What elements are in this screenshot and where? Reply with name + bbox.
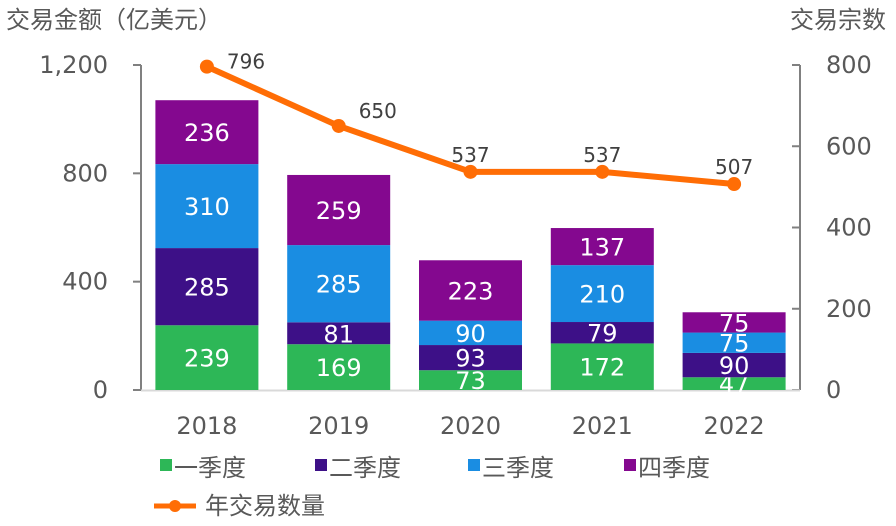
legend-label: 二季度: [329, 454, 401, 482]
bar-value-label: 210: [579, 281, 625, 309]
legend-label: 三季度: [482, 454, 554, 482]
line-value-label: 650: [359, 99, 397, 123]
bar-value-label: 75: [719, 330, 750, 358]
legend-swatch: [624, 459, 636, 471]
x-tick-label: 2019: [308, 412, 369, 440]
bar-segment: [550, 228, 654, 266]
bar-segment: [155, 164, 259, 249]
bar-segment: [550, 265, 654, 323]
y-tick-label: 400: [62, 268, 108, 296]
bar-value-label: 137: [579, 234, 625, 262]
bar-value-label: 169: [316, 354, 362, 382]
bar-value-label: 285: [184, 274, 230, 302]
bar-segment: [550, 343, 654, 390]
legend-label: 四季度: [638, 454, 710, 482]
bar-segment: [287, 322, 391, 345]
legend-swatch: [160, 459, 172, 471]
y2-tick-label: 200: [826, 295, 872, 323]
bar-segment: [155, 325, 259, 390]
bar-segment: [287, 174, 391, 246]
y2-tick-label: 400: [826, 214, 872, 242]
x-tick-label: 2022: [704, 412, 765, 440]
y2-tick-label: 0: [826, 376, 841, 404]
bar-value-label: 81: [323, 320, 354, 348]
bar-value-label: 172: [579, 354, 625, 382]
bar-segment: [419, 370, 522, 390]
bar-segment: [287, 245, 391, 323]
bar-segment: [419, 320, 522, 346]
line-point: [199, 59, 214, 74]
bar-value-label: 310: [184, 193, 230, 221]
bar-value-label: 223: [448, 277, 494, 305]
bar-value-label: 90: [455, 320, 486, 348]
bar-segment: [155, 100, 259, 165]
line-value-label: 537: [451, 143, 489, 167]
bar-segment: [682, 312, 786, 333]
line-point: [463, 164, 478, 179]
line-value-label: 537: [583, 143, 621, 167]
x-tick-label: 2020: [440, 412, 501, 440]
line-value-label: 796: [227, 50, 265, 74]
bar-value-label: 79: [587, 320, 618, 348]
y2-axis-title: 交易宗数: [790, 6, 886, 34]
y-axis-title: 交易金额（亿美元）: [6, 6, 222, 34]
line-point: [595, 164, 610, 179]
line-point: [727, 177, 742, 192]
legend-line-marker: [169, 500, 181, 512]
y2-tick-label: 600: [826, 132, 872, 160]
bar-segment: [155, 248, 259, 326]
line-point: [331, 118, 346, 133]
line-value-label: 507: [715, 155, 753, 179]
bar-value-label: 93: [455, 345, 486, 373]
bar-segment: [682, 352, 786, 378]
bar-segment: [419, 260, 522, 321]
bar-value-label: 285: [316, 271, 362, 299]
x-tick-label: 2018: [176, 412, 237, 440]
bar-segment: [682, 332, 786, 353]
bar-value-label: 239: [184, 345, 230, 373]
legend-swatch: [468, 459, 480, 471]
bar-segment: [550, 322, 654, 344]
y-tick-label: 1,200: [39, 51, 108, 79]
y-tick-label: 800: [62, 159, 108, 187]
bar-segment: [682, 377, 786, 390]
legend-label: 一季度: [174, 454, 246, 482]
legend-swatch: [315, 459, 327, 471]
bar-segment: [287, 344, 391, 390]
legend-label: 年交易数量: [205, 492, 325, 520]
bar-value-label: 236: [184, 119, 230, 147]
bar-value-label: 75: [719, 309, 750, 337]
bar-value-label: 73: [455, 367, 486, 395]
x-tick-label: 2021: [572, 412, 633, 440]
bar-value-label: 90: [719, 352, 750, 380]
y-tick-label: 0: [93, 376, 108, 404]
bar-value-label: 259: [316, 197, 362, 225]
bar-segment: [419, 345, 522, 371]
y2-tick-label: 800: [826, 51, 872, 79]
